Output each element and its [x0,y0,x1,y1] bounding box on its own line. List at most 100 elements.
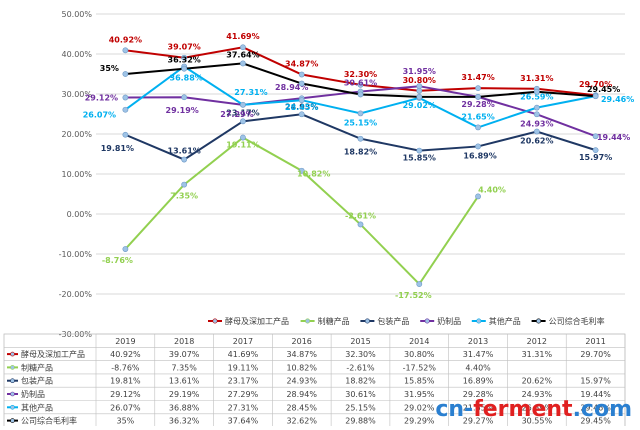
data-label: 31.47% [461,73,494,82]
table-cell: 25.15% [345,403,376,412]
data-label: 41.69% [226,32,259,41]
data-label: 24.93% [520,119,553,128]
legend-label: 制糖产品 [318,316,350,326]
table-cell: 15.85% [404,377,435,386]
table-cell: 30.61% [345,390,376,399]
data-label: 16.89% [463,151,496,160]
table-cell: 19.44% [580,390,611,399]
data-point [475,94,481,100]
data-label: 19.81% [101,144,134,153]
data-point [475,124,481,131]
table-cell: 15.97% [580,377,611,386]
table-row-name: 制糖产品 [21,362,53,372]
data-label: 34.87% [285,60,318,69]
table-row-marker [10,404,15,410]
table-cell: 29.70% [580,350,611,359]
y-tick-label: 10.00% [61,170,92,179]
table-cell: 30.80% [404,350,435,359]
table-header-cell: 2013 [468,337,488,346]
watermark-part-b: ferment [473,397,573,422]
y-tick-label: 30.00% [61,90,92,99]
table-cell: 41.69% [228,350,259,359]
data-point [533,104,540,111]
data-label: 29.46% [601,95,634,104]
data-point [533,88,540,95]
data-label: 24.93% [285,102,318,111]
table-cell: 31.47% [463,350,494,359]
table-row-marker [10,378,15,384]
data-label: 28.45% [285,103,318,112]
table-cell: 7.35% [171,363,197,372]
y-tick-label: -30.00% [59,330,93,339]
data-label: 29.12% [85,94,118,103]
data-label: 31.31% [520,74,553,83]
table-cell: 39.07% [169,350,200,359]
data-point [416,93,423,100]
table-cell: 27.29% [228,390,259,399]
data-label: 29.19% [166,106,199,115]
table-cell: 29.29% [404,417,435,426]
data-point [416,147,423,154]
data-point [240,118,246,125]
table-cell: 26.07% [110,403,141,412]
data-point [240,60,246,67]
y-tick-label: 20.00% [61,130,92,139]
table-cell: 29.27% [463,417,494,426]
data-label: 35% [100,64,119,73]
data-point [122,246,129,252]
data-label: 29.45% [587,85,620,94]
table-cell: 29.88% [345,417,376,426]
data-point [416,281,423,287]
data-point [475,85,481,92]
data-label: 26.07% [83,111,116,120]
table-cell: 26.59% [522,403,553,412]
y-tick-label: -20.00% [59,290,93,299]
data-label: 25.15% [344,118,377,127]
data-label: 18.82% [344,148,377,157]
table-cell: 36.88% [169,403,200,412]
legend-marker [476,318,482,324]
table-cell: 30.55% [522,417,553,426]
table-cell: 19.11% [228,363,259,372]
data-label: 13.61% [168,147,201,156]
data-point [298,111,305,118]
data-label: 4.40% [478,185,506,194]
table-cell: 31.95% [404,390,435,399]
data-label: 19.11% [226,141,259,150]
table-header-cell: 2016 [292,337,312,346]
table-cell: 24.93% [522,390,553,399]
data-label: 29.28% [461,100,494,109]
data-label: 20.62% [520,137,553,146]
table-row-name: 公司综合毛利率 [21,416,77,426]
data-point [357,110,364,117]
data-point [181,181,188,188]
data-point [298,167,305,174]
legend-marker [536,318,542,324]
watermark-part-c: .com [572,397,632,422]
data-label: 21.65% [461,112,494,121]
data-label: 29.02% [403,101,436,110]
data-point [122,71,129,77]
data-point [298,80,305,87]
data-label: 40.92% [109,35,142,44]
data-point [533,111,540,118]
table-cell: 18.82% [345,377,376,386]
table-row-marker [10,418,15,423]
data-label: 23.17% [226,108,259,117]
data-point [357,91,364,98]
table-cell: 20.62% [522,377,553,386]
table-cell: 4.40% [465,363,491,372]
legend-marker [212,318,218,324]
table-cell: 32.30% [345,350,376,359]
table-cell: 19.81% [110,377,141,386]
data-point [181,65,188,72]
data-point [240,134,246,141]
table-cell: 29.19% [169,390,200,399]
data-label: 36.32% [168,56,201,65]
data-point [298,97,305,104]
legend-label: 公司综合毛利率 [549,316,605,326]
table-header-cell: 2019 [115,337,135,346]
table-cell: 23.17% [228,377,259,386]
data-label: 32.30% [344,70,377,79]
